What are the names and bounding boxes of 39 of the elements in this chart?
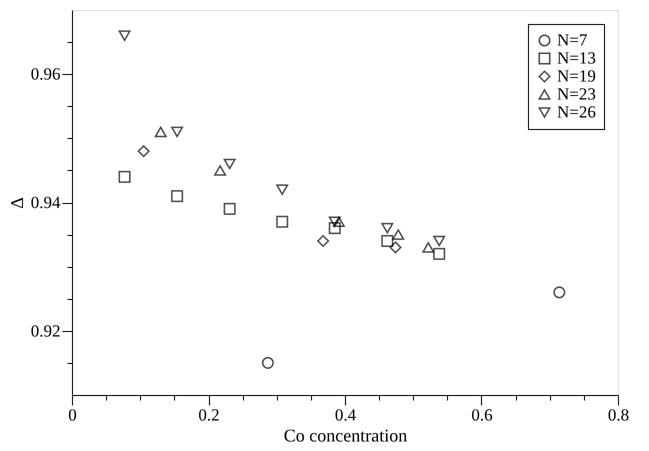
point: [381, 235, 394, 247]
legend-label: N=13: [557, 48, 596, 68]
point: [328, 216, 341, 228]
y-axis-title: Δ: [6, 197, 27, 209]
point: [392, 229, 404, 240]
y-tick-label: 0.96: [30, 64, 60, 84]
point: [224, 158, 236, 170]
x-tick-label: 0.6: [471, 406, 493, 424]
point: [154, 126, 167, 138]
point: [214, 165, 226, 176]
point: [553, 286, 566, 298]
point: [118, 30, 131, 41]
point: [328, 222, 341, 234]
point: [433, 248, 446, 260]
point: [118, 170, 131, 183]
point: [332, 216, 345, 228]
point: [262, 356, 274, 369]
point: [224, 202, 236, 215]
legend-label: N=19: [557, 66, 596, 86]
point: [433, 236, 446, 246]
point: [276, 184, 288, 195]
y-tick-label: 0.92: [30, 321, 60, 340]
legend-label: N=7: [557, 30, 588, 50]
x-tick-label: 0.4: [334, 406, 357, 424]
legend-label: N=23: [557, 84, 596, 104]
x-tick-label: 0.2: [198, 406, 220, 424]
point: [317, 235, 330, 247]
x-tick-label: 0.8: [608, 406, 630, 424]
point: [381, 222, 394, 234]
point: [138, 145, 150, 158]
point: [171, 126, 184, 138]
point: [276, 216, 288, 228]
x-tick-label: 0: [68, 406, 77, 424]
point: [422, 242, 434, 253]
y-tick-label: 0.94: [30, 193, 61, 212]
point: [171, 190, 184, 202]
x-axis-title: Co concentration: [284, 426, 408, 446]
point: [390, 241, 402, 254]
legend-label: N=26: [557, 102, 596, 122]
